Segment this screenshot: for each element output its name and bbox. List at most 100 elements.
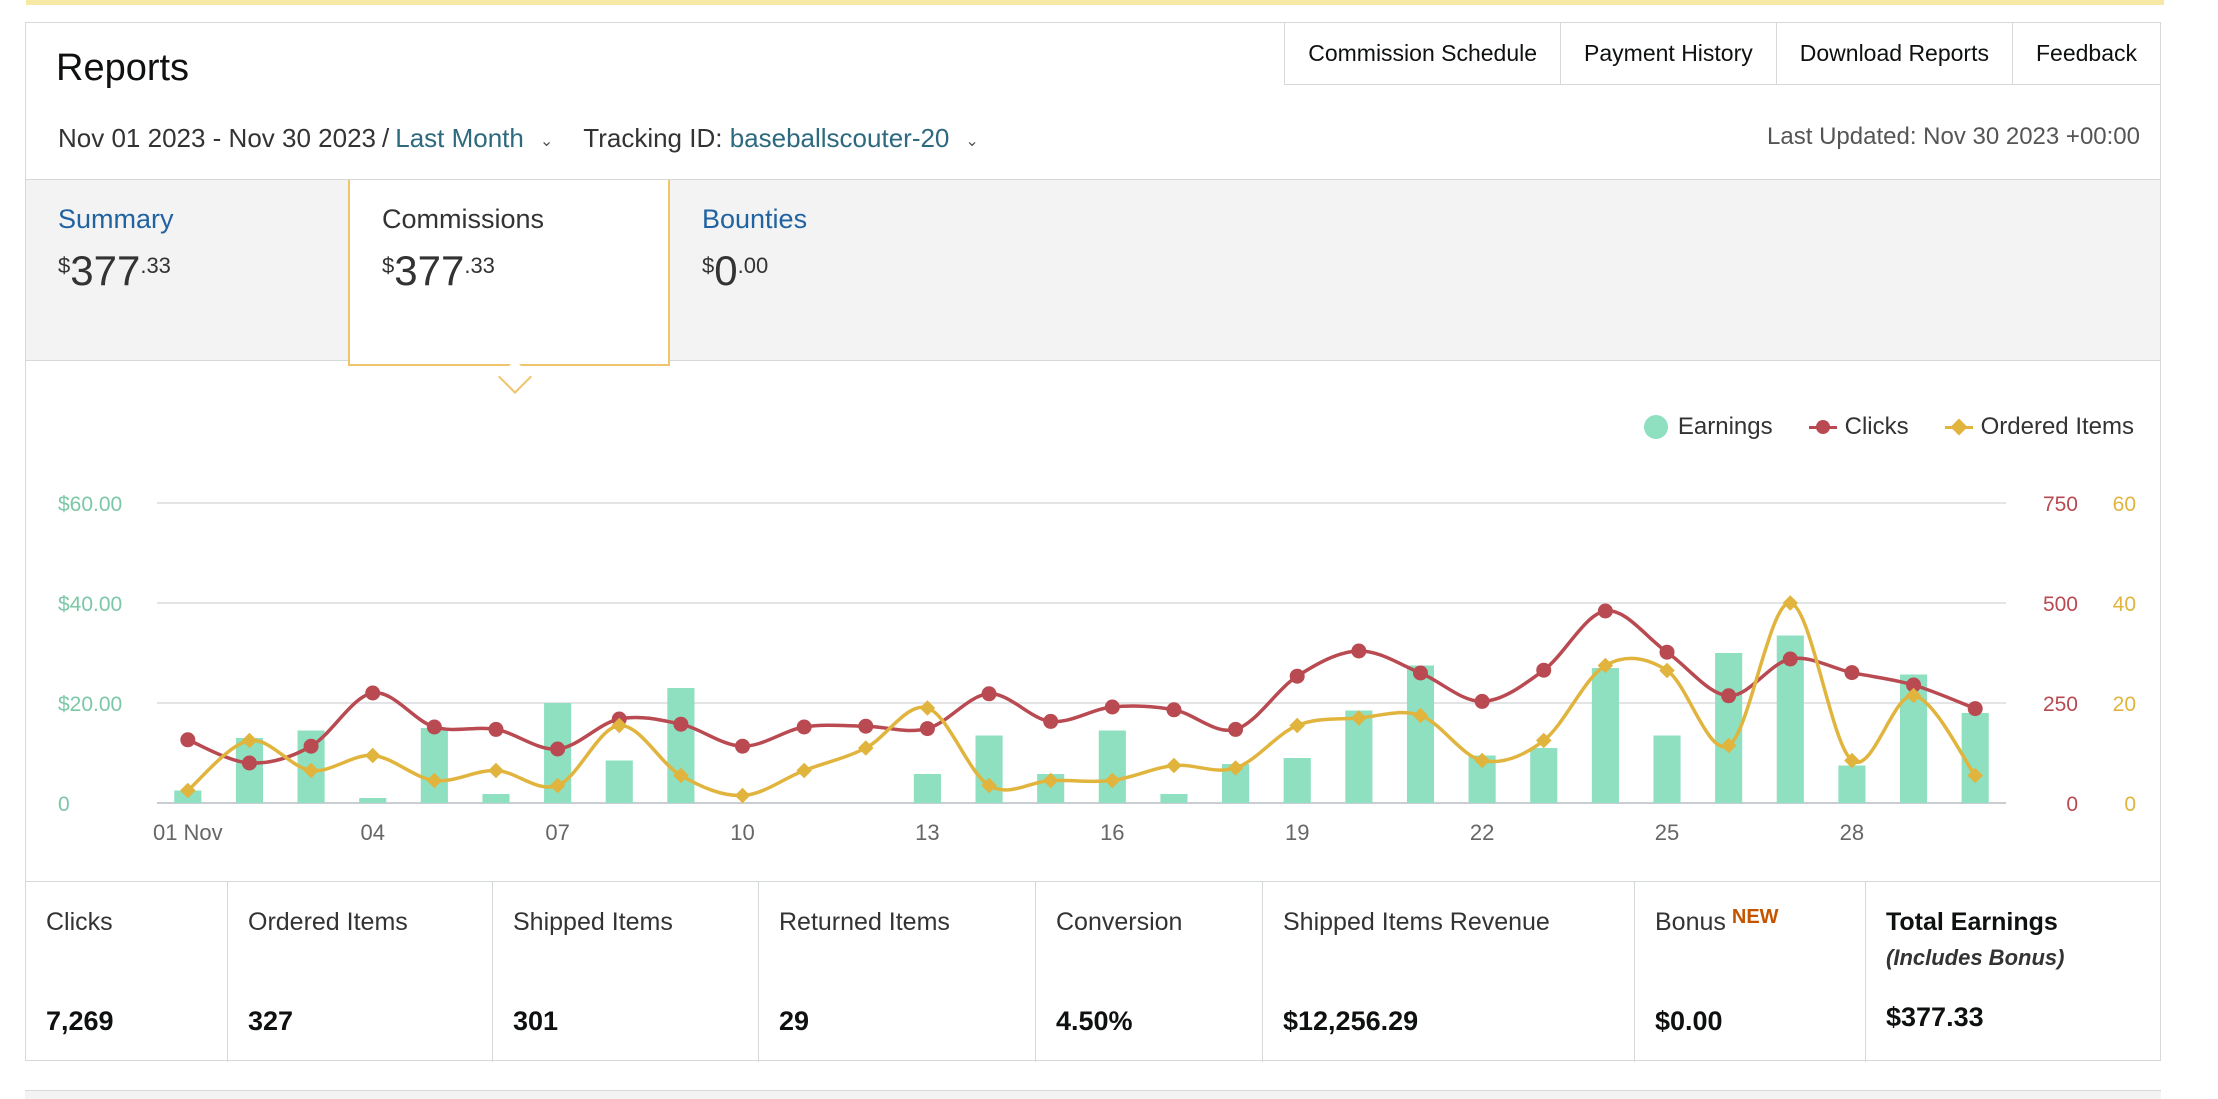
clicks-point	[1104, 699, 1120, 715]
stat-label: Shipped Items Revenue	[1283, 908, 1550, 936]
ordered-items-point	[734, 787, 751, 804]
amount-cents: .33	[140, 253, 171, 278]
legend-clicks-label: Clicks	[1844, 413, 1909, 440]
ordered-items-point	[1166, 757, 1182, 774]
ordered-items-point	[1597, 657, 1614, 674]
stat-label: Shipped Items	[513, 908, 673, 936]
ordered-items-point	[364, 747, 381, 764]
y-right-items-tick-label: 0	[2124, 793, 2136, 816]
ordered-items-point	[1967, 767, 1983, 784]
top-accent-bar	[26, 0, 2164, 5]
earnings-bar	[667, 688, 695, 803]
tab-commissions[interactable]: Commissions $ 377 .33	[348, 180, 670, 366]
clicks-point	[1043, 713, 1059, 729]
total-earnings-label: Total Earnings	[1886, 908, 2058, 936]
x-tick-label: 25	[1655, 820, 1679, 845]
clicks-point	[1721, 688, 1737, 704]
legend-ordered-items-label: Ordered Items	[1980, 413, 2134, 440]
period-dropdown[interactable]: Last Month	[395, 123, 524, 153]
clicks-point	[858, 718, 874, 734]
clicks-point	[735, 738, 751, 754]
currency-symbol: $	[58, 253, 71, 278]
legend-earnings-label: Earnings	[1677, 413, 1773, 440]
earnings-bar	[1098, 730, 1126, 803]
ordered-items-point	[1720, 737, 1737, 754]
tab-bounties-label: Bounties	[702, 204, 808, 234]
tab-bounties[interactable]: Bounties $ 0 .00	[670, 180, 992, 360]
tab-summary-label: Summary	[58, 204, 174, 234]
ordered-items-point	[1412, 707, 1429, 724]
ordered-items-legend-swatch	[1944, 417, 1973, 437]
ordered-items-line	[186, 601, 1977, 798]
clicks-point	[488, 721, 504, 737]
stat-value: $0.00	[1655, 1006, 1723, 1036]
legend-clicks[interactable]: Clicks	[1808, 413, 1909, 441]
chevron-down-icon[interactable]: ⌄	[965, 132, 979, 150]
clicks-point	[1967, 701, 1983, 717]
x-tick-label: 28	[1840, 820, 1864, 845]
next-panel-edge	[25, 1090, 2161, 1099]
clicks-point	[1659, 644, 1675, 660]
legend-ordered-items[interactable]: Ordered Items	[1944, 413, 2134, 441]
clicks-point	[1412, 665, 1428, 681]
commission-schedule-button[interactable]: Commission Schedule	[1284, 23, 1561, 85]
summary-tabs: Summary $ 377 .33 Commissions $ 377 .33 …	[26, 179, 2160, 366]
stat-label: Ordered Items	[248, 908, 408, 936]
chevron-down-icon[interactable]: ⌄	[539, 132, 554, 150]
clicks-point	[1906, 677, 1922, 693]
reports-panel: Reports Commission Schedule Payment Hist…	[25, 22, 2161, 1062]
y-left-tick-label: $40.00	[58, 593, 122, 616]
tracking-id-dropdown[interactable]: baseballscouter-20	[729, 123, 950, 153]
clicks-point	[1166, 702, 1182, 718]
ordered-items-point	[1782, 595, 1799, 611]
stat-clicks: Clicks 7,269	[26, 882, 228, 1062]
date-range-text: Nov 01 2023 - Nov 30 2023	[58, 123, 376, 153]
tab-bounties-amount: $ 0 .00	[702, 247, 992, 295]
earnings-bar	[1406, 665, 1435, 803]
currency-symbol: $	[702, 253, 715, 278]
x-tick-label: 19	[1285, 820, 1309, 845]
ordered-items-point	[180, 782, 196, 799]
ordered-items-point	[1474, 752, 1490, 769]
earnings-bar	[1591, 668, 1619, 803]
chart-legend: Earnings Clicks Ordered Items	[1608, 413, 2134, 441]
x-tick-label: 07	[545, 820, 569, 845]
x-tick-label: 13	[915, 820, 939, 845]
y-right-clicks-tick-label: 500	[2043, 593, 2078, 616]
download-reports-button[interactable]: Download Reports	[1775, 23, 2012, 85]
stat-bonus: Bonus NEW $0.00	[1635, 882, 1866, 1062]
clicks-point	[1844, 665, 1860, 681]
stat-value: $12,256.29	[1283, 1006, 1419, 1036]
stat-label: Conversion	[1056, 908, 1183, 936]
filters-row: Nov 01 2023 - Nov 30 2023 / Last Month ⌄…	[58, 123, 1009, 154]
earnings-bar	[1345, 710, 1373, 803]
stat-value: $377.33	[1886, 1002, 1984, 1032]
stat-label: Clicks	[46, 908, 113, 936]
new-badge: NEW	[1731, 906, 1779, 928]
y-right-clicks-tick-label: 750	[2043, 493, 2078, 516]
earnings-bar	[913, 774, 941, 803]
amount-whole: 0	[714, 247, 738, 294]
earnings-legend-swatch	[1643, 415, 1668, 439]
clicks-point	[1474, 693, 1490, 709]
chart-canvas: $60.00 $40.00 $20.00 0 750 500 250 0 60 40 20 0 01 N…	[58, 493, 2136, 845]
top-nav: Commission Schedule Payment History Down…	[1284, 23, 2160, 85]
last-updated-text: Last Updated: Nov 30 2023 +00:00	[1767, 123, 2140, 150]
stat-shipped-items-revenue: Shipped Items Revenue $12,256.29	[1263, 882, 1635, 1062]
ordered-items-point	[1905, 687, 1922, 704]
earnings-bar	[482, 794, 510, 803]
stat-value: 29	[779, 1006, 810, 1036]
clicks-point	[796, 719, 812, 735]
payment-history-button[interactable]: Payment History	[1560, 23, 1776, 85]
feedback-button[interactable]: Feedback	[2011, 23, 2160, 85]
stat-label: Bonus NEW	[1655, 906, 1865, 937]
y-left-tick-label: $60.00	[58, 493, 122, 516]
legend-earnings[interactable]: Earnings	[1643, 413, 1773, 441]
y-right-clicks-tick-label: 0	[2066, 793, 2078, 816]
clicks-point	[1289, 668, 1305, 684]
clicks-point	[919, 721, 935, 737]
y-left-tick-label: 0	[58, 793, 70, 816]
earnings-chart: Earnings Clicks Ordered Items $60.00 $40.…	[26, 403, 2160, 873]
tab-summary[interactable]: Summary $ 377 .33	[26, 180, 348, 360]
y-right-items-tick-label: 20	[2113, 693, 2136, 716]
